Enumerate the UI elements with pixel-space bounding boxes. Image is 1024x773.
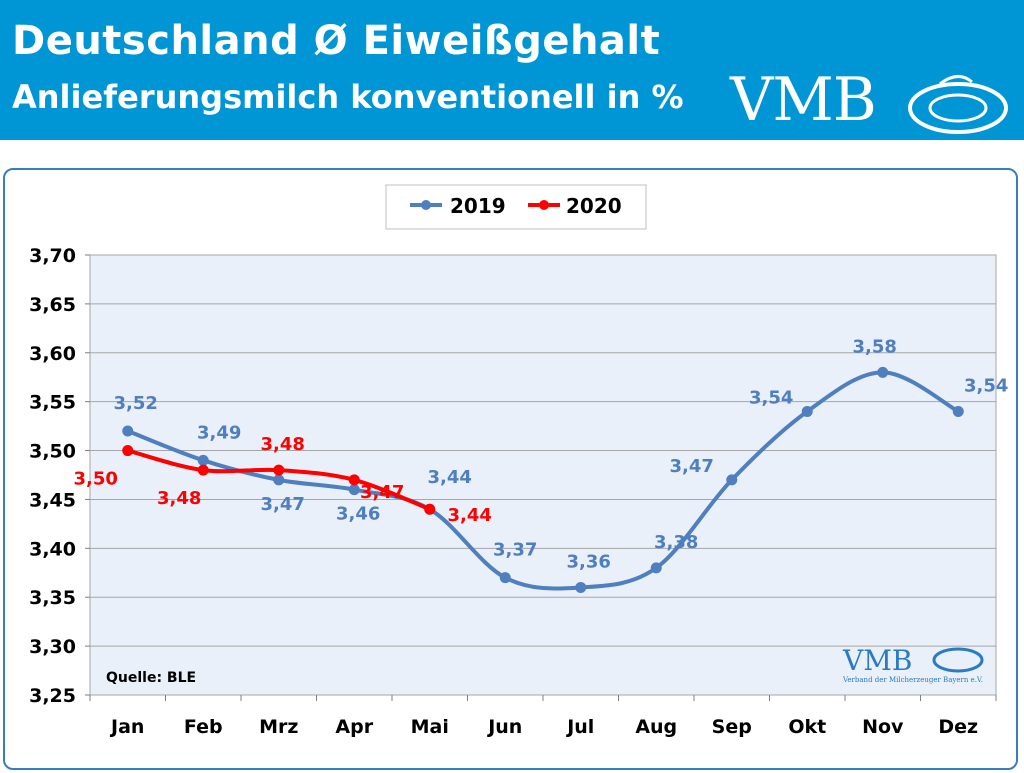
series-2020-point xyxy=(348,474,360,486)
series-2019-data-label: 3,47 xyxy=(670,456,714,477)
series-2019-point xyxy=(575,581,587,593)
y-tick-label: 3,40 xyxy=(29,538,76,560)
series-2019-point xyxy=(122,425,134,437)
y-tick-label: 3,65 xyxy=(29,294,76,316)
series-2019-point xyxy=(801,405,813,417)
watermark-logo-icon xyxy=(932,647,984,673)
vmb-logo-icon xyxy=(908,75,1008,134)
vmb-logo-text: VMB xyxy=(730,65,877,135)
x-tick-label: Jan xyxy=(109,716,144,738)
watermark-sub-text: Verband der Milcherzeuger Bayern e.V. xyxy=(842,676,983,684)
y-tick-label: 3,35 xyxy=(29,587,76,609)
series-2019-point xyxy=(197,454,209,466)
y-tick-label: 3,55 xyxy=(29,392,76,414)
series-2020-data-label: 3,48 xyxy=(157,488,201,509)
x-tick-label: Apr xyxy=(335,716,373,738)
y-tick-label: 3,25 xyxy=(29,685,76,707)
x-tick-label: Okt xyxy=(788,716,826,738)
series-2019-point xyxy=(650,562,662,574)
series-2019-data-label: 3,54 xyxy=(964,375,1008,396)
series-2020-data-label: 3,44 xyxy=(448,505,492,526)
series-2019-point xyxy=(348,484,360,496)
series-2019-point xyxy=(726,474,738,486)
series-2019-data-label: 3,38 xyxy=(654,532,698,553)
series-2019-data-label: 3,49 xyxy=(197,422,241,443)
legend-2019-marker xyxy=(421,200,431,210)
x-tick-label: Dez xyxy=(938,716,978,738)
x-tick-label: Feb xyxy=(184,716,223,738)
series-2020-data-label: 3,47 xyxy=(360,482,404,503)
x-tick-label: Aug xyxy=(635,716,677,738)
x-tick-label: Sep xyxy=(712,716,752,738)
series-2019-point xyxy=(499,572,511,584)
series-2019-data-label: 3,37 xyxy=(493,540,537,561)
x-tick-label: Nov xyxy=(862,716,904,738)
series-2019-point xyxy=(273,474,285,486)
series-2020-data-label: 3,50 xyxy=(74,469,118,490)
legend-2020-marker xyxy=(539,200,549,210)
series-2019-data-label: 3,54 xyxy=(749,387,793,408)
series-2019-data-label: 3,36 xyxy=(567,551,611,572)
title-line-1: Deutschland Ø Eiweißgehalt xyxy=(12,18,661,64)
x-tick-label: Mrz xyxy=(259,716,298,738)
series-2019-data-label: 3,58 xyxy=(853,336,897,357)
y-tick-label: 3,45 xyxy=(29,489,76,511)
watermark-logo-text: VMB xyxy=(842,644,912,677)
y-tick-label: 3,30 xyxy=(29,636,76,658)
series-2019-data-label: 3,44 xyxy=(428,467,472,488)
plot-area xyxy=(89,254,997,696)
y-tick-label: 3,60 xyxy=(29,343,76,365)
x-tick-label: Mai xyxy=(411,716,449,738)
legend-2020-label: 2020 xyxy=(566,194,622,218)
x-tick-label: Jun xyxy=(486,716,522,738)
x-tick-label: Jul xyxy=(565,716,594,738)
series-2019-data-label: 3,52 xyxy=(114,393,158,414)
header-banner: Deutschland Ø Eiweißgehalt Anlieferungsm… xyxy=(0,0,1024,140)
series-2020-data-label: 3,48 xyxy=(261,434,305,455)
series-2019-data-label: 3,46 xyxy=(336,504,380,525)
title-line-2: Anlieferungsmilch konventionell in % xyxy=(12,78,684,116)
series-2020-point xyxy=(424,503,436,515)
source-note: Quelle: BLE xyxy=(106,670,196,686)
series-2020-point xyxy=(122,445,134,457)
watermark-logo: VMB Verband der Milcherzeuger Bayern e.V… xyxy=(842,644,984,684)
y-tick-label: 3,50 xyxy=(29,441,76,463)
series-2020-point xyxy=(273,464,285,476)
series-2019-point xyxy=(952,405,964,417)
y-tick-label: 3,70 xyxy=(29,245,76,267)
series-2020-point xyxy=(197,464,209,476)
series-2019-point xyxy=(877,366,889,378)
series-2019-data-label: 3,47 xyxy=(261,494,305,515)
legend-2019-label: 2019 xyxy=(450,194,506,218)
